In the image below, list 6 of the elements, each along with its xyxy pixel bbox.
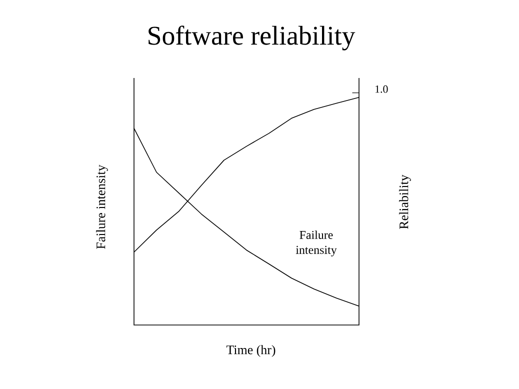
x-axis-title: Time (hr) — [226, 345, 276, 357]
y-axis-title: Failure intensity — [96, 164, 108, 249]
chart-title: Software reliability — [148, 26, 356, 50]
series-label: Failure intensity — [296, 230, 337, 256]
y2-axis-title: Reliability — [399, 174, 411, 229]
text: 1.0 — [376, 85, 388, 93]
